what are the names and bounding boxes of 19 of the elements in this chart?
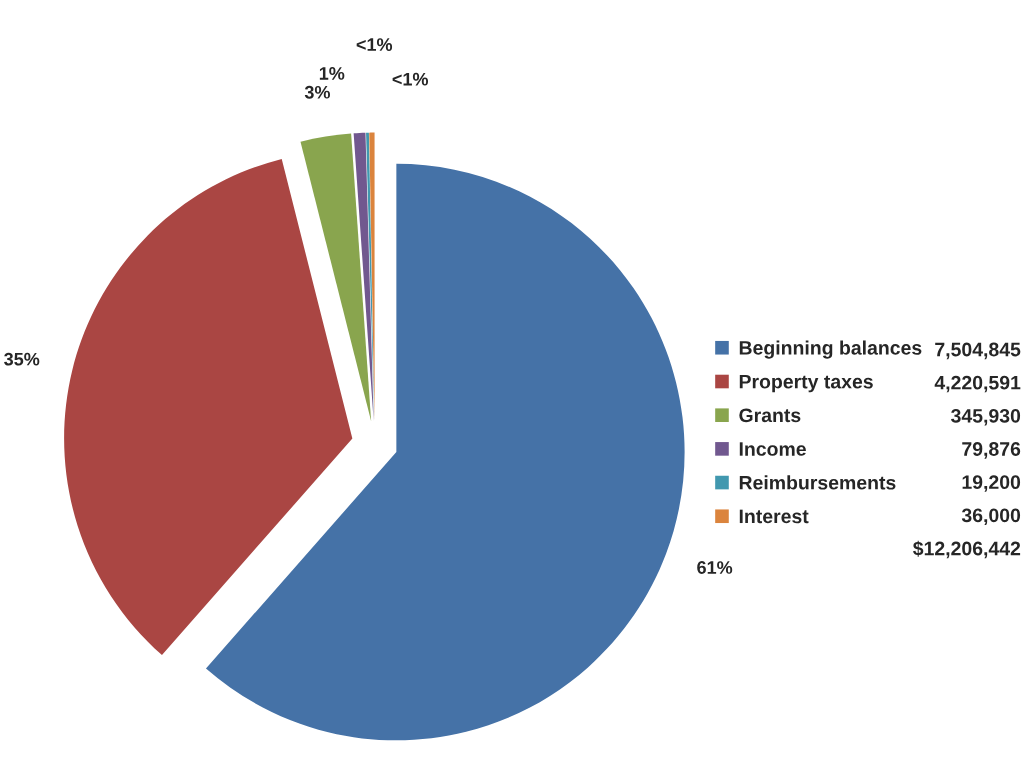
legend-label: Interest <box>739 509 809 524</box>
legend-label: Income <box>739 442 806 456</box>
text: 61% <box>697 561 733 574</box>
text: 3% <box>304 85 331 99</box>
data-label: 36,000 <box>961 508 1021 526</box>
data-label: 7,504,845 <box>935 342 1021 360</box>
text: $12,206,442 <box>913 540 1021 559</box>
legend-label: Reimbursements <box>739 475 896 490</box>
data-label: 19,200 <box>962 475 1021 492</box>
text: <1% <box>356 38 393 51</box>
legend-label: Property taxes <box>739 374 873 393</box>
text: 1% <box>319 67 345 80</box>
data-label: 4,220,591 <box>934 375 1021 393</box>
data-label: 345,930 <box>951 408 1021 426</box>
text: 35% <box>4 352 40 366</box>
text: <1% <box>392 72 429 86</box>
data-label: 79,876 <box>962 442 1021 459</box>
legend-label: Beginning balances <box>739 340 922 359</box>
legend-label: Grants <box>739 408 801 423</box>
